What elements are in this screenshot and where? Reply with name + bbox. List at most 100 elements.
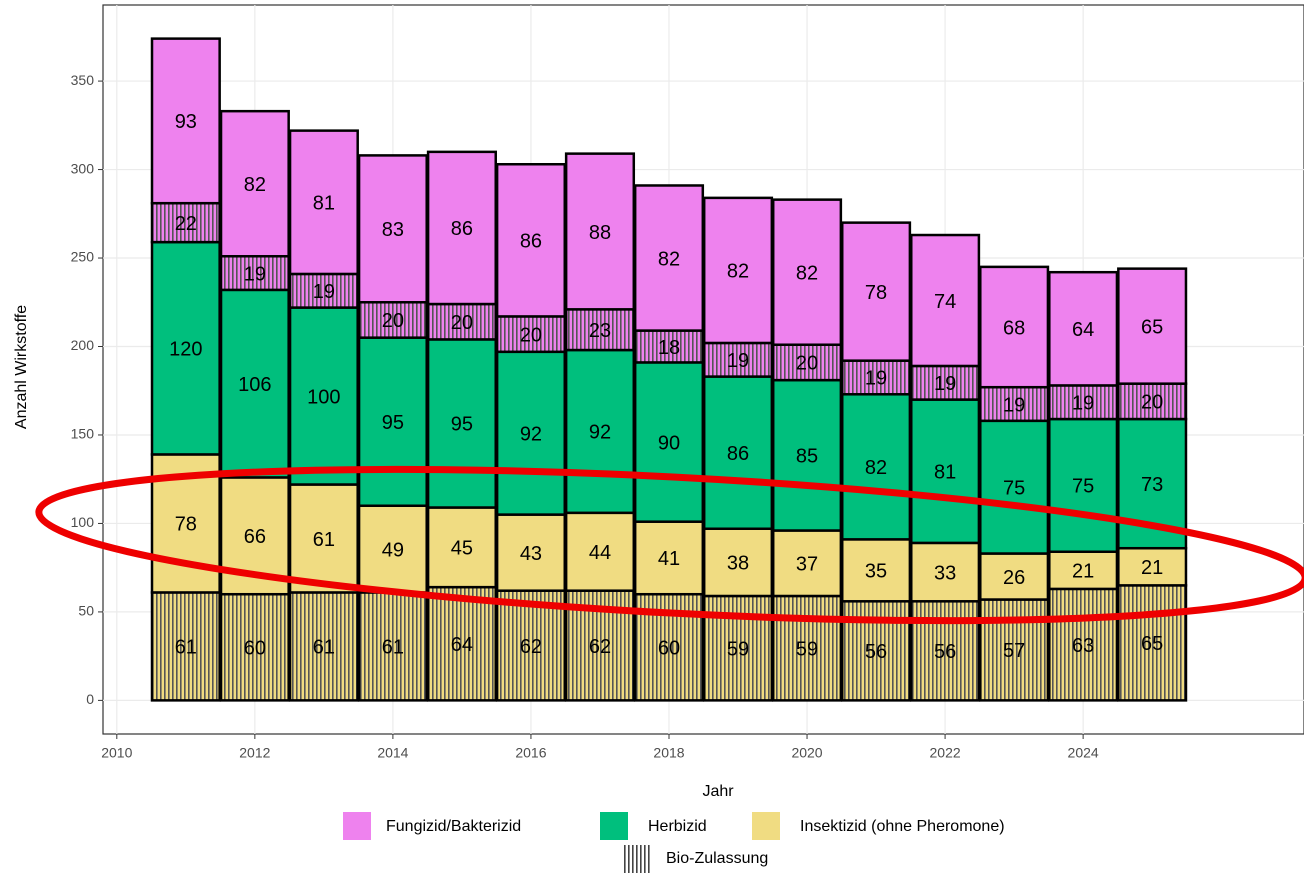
bar-segment — [288, 591, 359, 702]
data-label: 23 — [589, 320, 611, 342]
data-label: 106 — [238, 374, 271, 396]
bar-segment — [150, 201, 221, 244]
data-label: 62 — [589, 636, 611, 658]
legend-swatch — [623, 845, 651, 873]
x-tick-label: 2010 — [101, 745, 132, 761]
data-label: 82 — [658, 248, 680, 270]
data-label: 61 — [313, 637, 335, 659]
bar-segment — [1117, 267, 1188, 385]
bar-segment — [840, 538, 912, 603]
data-label: 63 — [1072, 635, 1094, 657]
bar-segment — [219, 109, 290, 258]
data-label: 61 — [175, 637, 197, 659]
y-tick-label: 0 — [86, 691, 94, 707]
data-label: 90 — [658, 432, 680, 454]
bar-segment — [1117, 546, 1188, 587]
data-label: 82 — [865, 457, 887, 479]
y-axis-title: Anzahl Wirkstoffe — [13, 305, 30, 429]
data-label: 59 — [796, 638, 818, 660]
data-label: 61 — [382, 637, 404, 659]
x-tick-label: 2022 — [930, 745, 961, 761]
bar-segment — [979, 419, 1050, 555]
data-label: 88 — [589, 222, 611, 244]
bar-segment — [771, 529, 843, 598]
x-tick-label: 2018 — [653, 745, 684, 761]
bar-segment — [219, 255, 290, 292]
data-label: 100 — [307, 386, 340, 408]
bar-segment — [219, 288, 290, 479]
bar-segment — [1048, 550, 1119, 591]
data-label: 44 — [589, 542, 611, 564]
data-label: 20 — [796, 353, 818, 375]
legend-swatch — [600, 812, 628, 840]
bar-segment — [495, 162, 567, 318]
data-label: 73 — [1141, 474, 1163, 496]
bar-segment — [633, 329, 705, 364]
bar-segment — [219, 592, 290, 702]
data-label: 86 — [727, 443, 749, 465]
bar-segment — [910, 364, 981, 401]
data-label: 19 — [313, 281, 335, 303]
y-tick-label: 250 — [71, 249, 95, 265]
data-label: 49 — [382, 539, 404, 561]
data-label: 120 — [169, 339, 202, 361]
bar-segment — [910, 541, 981, 603]
data-label: 82 — [244, 174, 266, 196]
bar-segment — [840, 359, 912, 396]
data-label: 21 — [1072, 561, 1094, 583]
data-label: 20 — [382, 310, 404, 332]
bar-segment — [979, 385, 1050, 423]
data-label: 68 — [1003, 317, 1025, 339]
bar-segment — [979, 265, 1050, 389]
data-label: 21 — [1141, 557, 1163, 579]
data-label: 38 — [727, 553, 749, 575]
data-label: 19 — [1003, 394, 1025, 416]
legend-swatch — [752, 812, 780, 840]
y-tick-label: 350 — [71, 72, 95, 88]
data-label: 19 — [865, 368, 887, 390]
data-label: 19 — [1072, 393, 1094, 415]
data-label: 78 — [175, 514, 197, 536]
data-label: 56 — [865, 641, 887, 663]
bar-segment — [633, 520, 705, 596]
bar-segment — [840, 393, 912, 541]
data-label: 85 — [796, 446, 818, 468]
bar-segment — [357, 336, 428, 507]
bar-segment — [564, 348, 636, 515]
data-label: 57 — [1003, 640, 1025, 662]
data-label: 33 — [934, 562, 956, 584]
data-label: 82 — [796, 262, 818, 284]
bar-segment — [495, 513, 567, 592]
bar-segment — [357, 301, 428, 339]
legend-label: Insektizid (ohne Pheromone) — [800, 818, 1005, 835]
data-label: 59 — [727, 638, 749, 660]
bar-segment — [771, 198, 843, 346]
bar-segment — [1048, 270, 1119, 387]
data-label: 65 — [1141, 633, 1163, 655]
data-label: 19 — [727, 350, 749, 372]
data-label: 35 — [865, 561, 887, 583]
data-label: 19 — [244, 263, 266, 285]
data-label: 95 — [382, 412, 404, 434]
data-label: 75 — [1003, 477, 1025, 499]
data-label: 43 — [520, 543, 542, 565]
data-label: 26 — [1003, 567, 1025, 589]
legend-label: Fungizid/Bakterizid — [386, 818, 521, 835]
y-tick-label: 150 — [71, 426, 95, 442]
data-label: 20 — [1141, 392, 1163, 414]
bar-segment — [771, 594, 843, 702]
data-label: 66 — [244, 526, 266, 548]
legend-label: Bio-Zulassung — [666, 850, 768, 867]
data-label: 93 — [175, 111, 197, 133]
bar-segment — [910, 233, 981, 368]
data-label: 92 — [520, 423, 542, 445]
y-tick-label: 100 — [71, 514, 95, 530]
x-tick-label: 2016 — [515, 745, 546, 761]
x-tick-label: 2024 — [1068, 745, 1099, 761]
legend-label: Herbizid — [648, 818, 707, 835]
data-label: 18 — [658, 337, 680, 359]
bar-segment — [1048, 384, 1119, 421]
bar-segment — [910, 398, 981, 545]
bar-segment — [1048, 417, 1119, 554]
